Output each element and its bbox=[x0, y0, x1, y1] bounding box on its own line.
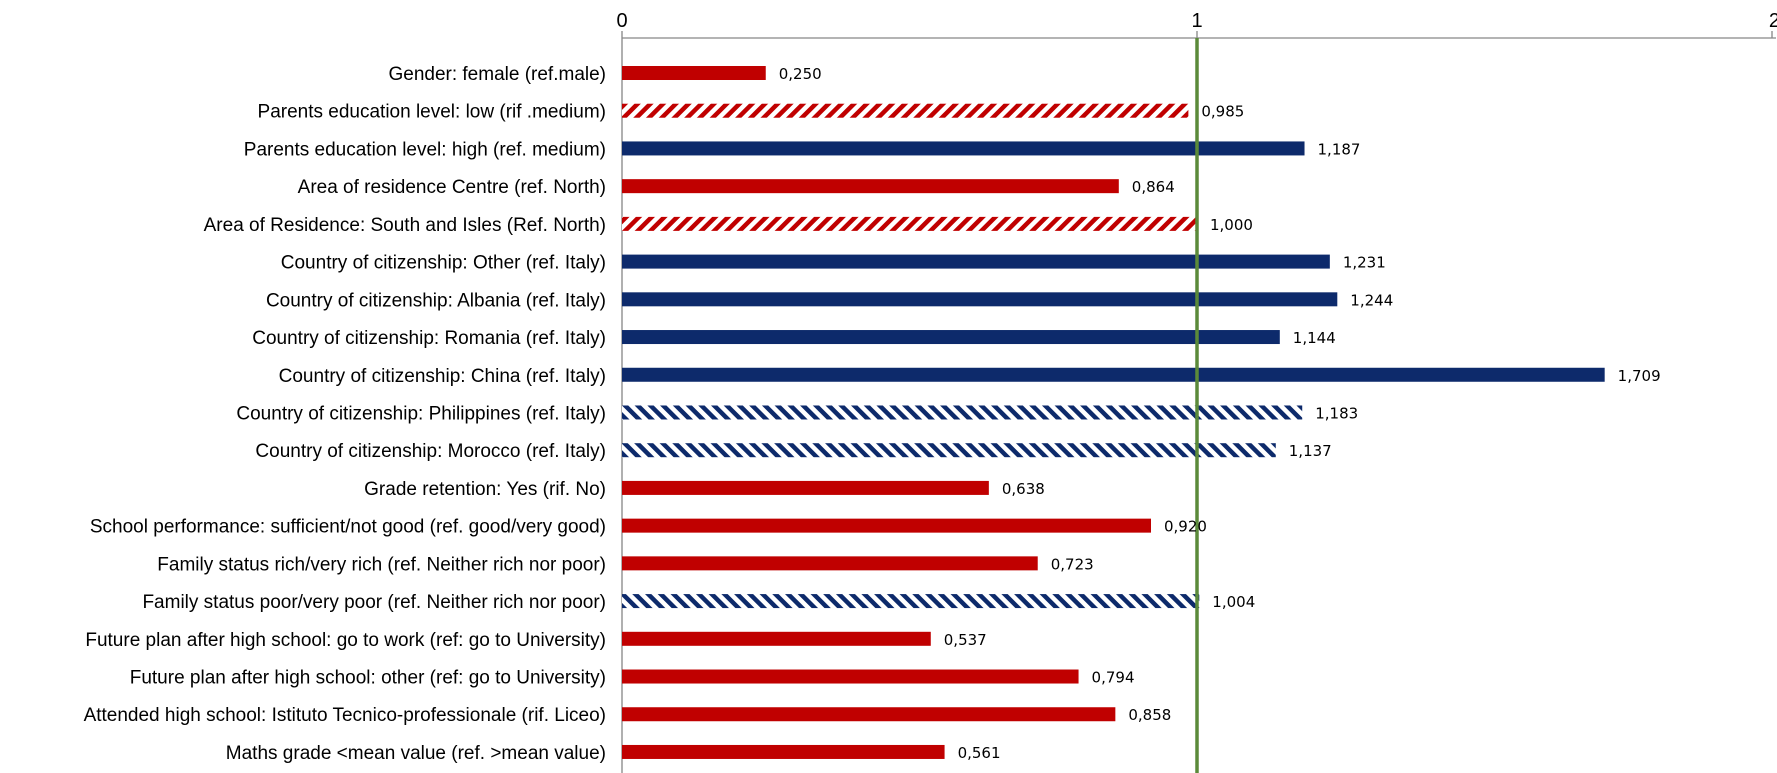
category-label: Country of citizenship: Philippines (ref… bbox=[236, 403, 606, 424]
value-label: 0,864 bbox=[1132, 178, 1175, 196]
value-label: 0,794 bbox=[1092, 669, 1135, 687]
value-label: 0,250 bbox=[779, 65, 822, 83]
category-label: Parents education level: low (rif .mediu… bbox=[258, 102, 606, 123]
value-label: 1,244 bbox=[1350, 291, 1393, 309]
category-label: Country of citizenship: Romania (ref. It… bbox=[252, 328, 606, 349]
x-tick-label: 0 bbox=[616, 10, 627, 32]
category-label: Grade retention: Yes (rif. No) bbox=[364, 479, 606, 500]
bar bbox=[622, 405, 1303, 420]
x-tick-label: 2 bbox=[1769, 10, 1777, 32]
bar bbox=[622, 254, 1330, 269]
bar bbox=[622, 669, 1079, 684]
value-label: 0,537 bbox=[944, 631, 987, 649]
category-label: Country of citizenship: China (ref. Ital… bbox=[279, 366, 606, 387]
category-label: Gender: female (ref.male) bbox=[388, 64, 606, 85]
category-label: Future plan after high school: go to wor… bbox=[85, 630, 606, 651]
value-label: 0,638 bbox=[1002, 480, 1045, 498]
value-label: 1,137 bbox=[1289, 442, 1332, 460]
bar bbox=[622, 518, 1151, 533]
value-label: 1,183 bbox=[1315, 404, 1358, 422]
bar bbox=[622, 216, 1197, 231]
bar bbox=[622, 707, 1116, 722]
bar bbox=[622, 744, 945, 759]
category-label: Area of residence Centre (ref. North) bbox=[298, 177, 606, 198]
bar bbox=[622, 66, 766, 80]
category-label: Family status rich/very rich (ref. Neith… bbox=[157, 554, 606, 575]
bar bbox=[622, 292, 1338, 307]
value-label: 1,000 bbox=[1210, 216, 1253, 234]
category-label: Country of citizenship: Other (ref. Ital… bbox=[281, 253, 606, 274]
bar bbox=[622, 556, 1038, 571]
category-label: Country of citizenship: Morocco (ref. It… bbox=[255, 441, 606, 462]
bar bbox=[622, 141, 1305, 156]
bar bbox=[622, 103, 1189, 118]
category-label: Future plan after high school: other (re… bbox=[130, 668, 606, 689]
x-axis: 0 1 2 bbox=[616, 10, 1777, 773]
value-label: 0,723 bbox=[1051, 555, 1094, 573]
bars bbox=[622, 66, 1605, 759]
category-label: Maths grade <mean value (ref. >mean valu… bbox=[226, 743, 606, 764]
bar bbox=[622, 631, 931, 646]
value-label: 1,709 bbox=[1618, 367, 1661, 385]
bar bbox=[622, 367, 1605, 382]
bar bbox=[622, 179, 1119, 194]
category-label: Family status poor/very poor (ref. Neith… bbox=[142, 592, 606, 613]
value-label: 0,561 bbox=[958, 744, 1001, 762]
category-label: Parents education level: high (ref. medi… bbox=[244, 139, 606, 160]
x-tick-label: 1 bbox=[1191, 10, 1202, 32]
category-label: School performance: sufficient/not good … bbox=[90, 517, 606, 538]
value-label: 1,144 bbox=[1293, 329, 1336, 347]
bar bbox=[622, 443, 1276, 458]
value-label: 1,004 bbox=[1212, 593, 1255, 611]
category-label: Area of Residence: South and Isles (Ref.… bbox=[204, 215, 606, 236]
value-label: 1,231 bbox=[1343, 254, 1386, 272]
category-label: Country of citizenship: Albania (ref. It… bbox=[266, 290, 606, 311]
labels: Gender: female (ref.male) 0,250 Parents ed… bbox=[84, 64, 1661, 764]
bar bbox=[622, 480, 989, 495]
value-label: 1,187 bbox=[1318, 140, 1361, 158]
bar bbox=[622, 594, 1200, 609]
value-label: 0,858 bbox=[1128, 706, 1171, 724]
value-label: 0,920 bbox=[1164, 518, 1207, 536]
bar bbox=[622, 330, 1280, 345]
category-label: Attended high school: Istituto Tecnico-p… bbox=[84, 705, 606, 726]
value-label: 0,985 bbox=[1201, 103, 1244, 121]
